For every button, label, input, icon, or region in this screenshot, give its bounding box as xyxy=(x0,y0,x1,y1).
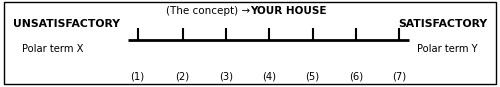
Text: UNSATISFACTORY: UNSATISFACTORY xyxy=(12,19,120,29)
Text: Polar term Y: Polar term Y xyxy=(417,44,478,54)
Text: (5): (5) xyxy=(306,72,320,82)
Text: (1): (1) xyxy=(130,72,144,82)
Text: (7): (7) xyxy=(392,72,406,82)
Text: (6): (6) xyxy=(349,72,363,82)
Text: (3): (3) xyxy=(219,72,233,82)
Text: (4): (4) xyxy=(262,72,276,82)
Text: Polar term X: Polar term X xyxy=(22,44,84,54)
Text: SATISFACTORY: SATISFACTORY xyxy=(398,19,488,29)
Text: (2): (2) xyxy=(176,72,190,82)
Text: (The concept) →: (The concept) → xyxy=(166,6,250,16)
Text: YOUR HOUSE: YOUR HOUSE xyxy=(250,6,326,16)
